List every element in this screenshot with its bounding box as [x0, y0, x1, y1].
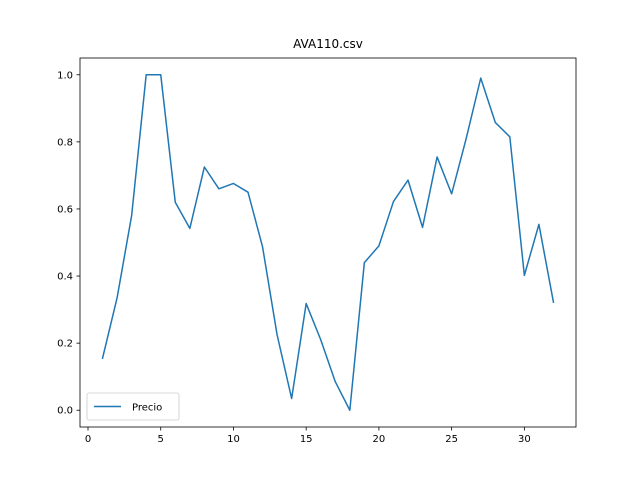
y-tick-label: 0.4	[57, 272, 73, 283]
series-line-0	[101, 74, 555, 411]
x-tick-label: 15	[300, 434, 313, 445]
plot-frame	[79, 57, 577, 428]
y-tick-label: 0.0	[57, 406, 73, 417]
legend-box	[86, 392, 180, 421]
legend-label-0: Precio	[132, 403, 162, 414]
x-tick-label: 10	[227, 434, 240, 445]
y-tick-label: 0.8	[57, 137, 73, 148]
chart-title: AVA110.csv	[293, 37, 363, 51]
y-tick-label: 0.6	[57, 204, 73, 215]
x-tick-label: 25	[445, 434, 458, 445]
x-tick-label: 0	[85, 434, 91, 445]
y-tick-label: 0.2	[57, 339, 73, 350]
x-tick-label: 20	[373, 434, 386, 445]
x-tick-label: 30	[518, 434, 531, 445]
x-tick-label: 5	[158, 434, 164, 445]
y-tick-label: 1.0	[57, 70, 73, 81]
